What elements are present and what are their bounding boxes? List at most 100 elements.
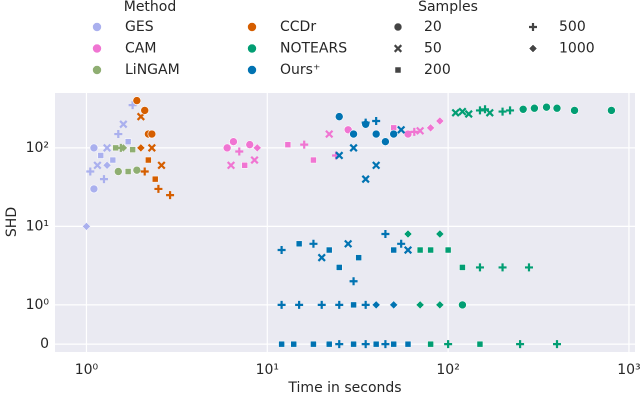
marker <box>371 129 381 139</box>
marker <box>481 105 490 114</box>
marker <box>475 263 484 272</box>
legend-title: Method <box>124 0 177 15</box>
marker <box>151 175 159 183</box>
marker <box>524 263 533 272</box>
legend-label: CCDr <box>280 19 316 35</box>
sizes-label: 50 <box>424 41 442 57</box>
marker <box>102 160 112 170</box>
marker <box>325 340 333 348</box>
marker <box>278 340 285 348</box>
marker <box>451 108 460 117</box>
marker <box>427 340 434 348</box>
marker <box>277 300 286 309</box>
marker <box>349 129 358 139</box>
marker <box>317 253 326 262</box>
legend-label: LiNGAM <box>125 62 180 78</box>
y-tick-label: 0 <box>40 336 49 352</box>
marker <box>334 112 344 121</box>
marker <box>498 263 507 272</box>
marker <box>458 107 467 116</box>
marker <box>284 141 292 148</box>
marker <box>295 240 303 248</box>
marker <box>498 107 507 116</box>
marker <box>145 156 152 164</box>
marker <box>427 246 434 254</box>
marker <box>506 106 515 115</box>
marker <box>89 184 99 194</box>
marker <box>235 147 244 156</box>
marker <box>416 126 425 135</box>
marker <box>250 155 259 165</box>
marker <box>335 300 344 309</box>
marker <box>459 264 466 271</box>
marker <box>372 340 380 348</box>
y-tick-label: 10¹ <box>26 218 49 234</box>
marker <box>245 140 255 149</box>
marker <box>518 104 528 114</box>
sizes-title: Samples <box>418 0 478 15</box>
marker <box>109 156 117 164</box>
marker <box>607 106 616 115</box>
marker <box>403 245 413 255</box>
marker <box>335 151 344 160</box>
marker <box>397 125 406 134</box>
marker <box>435 229 445 239</box>
marker <box>124 138 132 145</box>
marker <box>389 129 398 139</box>
marker <box>136 112 145 121</box>
marker <box>361 175 370 184</box>
marker <box>397 239 406 248</box>
marker <box>371 300 381 310</box>
marker <box>129 146 136 153</box>
marker <box>435 116 445 126</box>
marker <box>529 23 537 31</box>
marker <box>300 140 309 149</box>
marker <box>93 161 102 170</box>
marker <box>344 239 353 248</box>
marker <box>350 340 357 348</box>
marker <box>252 143 262 153</box>
legend-label: Ours⁺ <box>280 62 320 78</box>
marker <box>476 340 484 348</box>
marker <box>404 340 412 348</box>
marker <box>317 300 326 309</box>
legend-marker <box>92 65 102 75</box>
marker <box>416 246 424 254</box>
marker <box>361 340 370 349</box>
marker <box>552 340 561 349</box>
marker <box>381 340 390 349</box>
sizes-label: 20 <box>424 19 442 35</box>
marker <box>528 44 538 53</box>
legend-marker <box>247 22 257 32</box>
marker <box>464 109 473 119</box>
x-tick-label: 10³ <box>617 362 640 378</box>
marker <box>128 101 137 110</box>
marker <box>444 246 452 254</box>
marker <box>166 191 175 200</box>
marker <box>290 340 297 348</box>
marker <box>394 66 402 74</box>
marker <box>226 161 236 170</box>
marker <box>444 340 453 349</box>
legend-marker <box>247 65 257 75</box>
marker <box>435 300 445 310</box>
marker <box>381 137 390 146</box>
sizes-label: 500 <box>559 19 586 35</box>
marker <box>154 184 163 193</box>
marker <box>390 340 397 348</box>
y-tick-label: 10⁰ <box>26 297 50 313</box>
marker <box>102 143 112 152</box>
marker <box>222 143 232 153</box>
marker <box>99 175 108 184</box>
marker <box>136 143 146 153</box>
marker <box>349 143 358 152</box>
legend-label: CAM <box>125 41 156 57</box>
marker <box>335 264 343 271</box>
x-tick-label: 10² <box>436 362 459 378</box>
marker <box>86 167 95 176</box>
marker <box>393 22 403 32</box>
marker <box>335 340 344 349</box>
marker <box>295 300 304 309</box>
marker <box>381 229 390 238</box>
